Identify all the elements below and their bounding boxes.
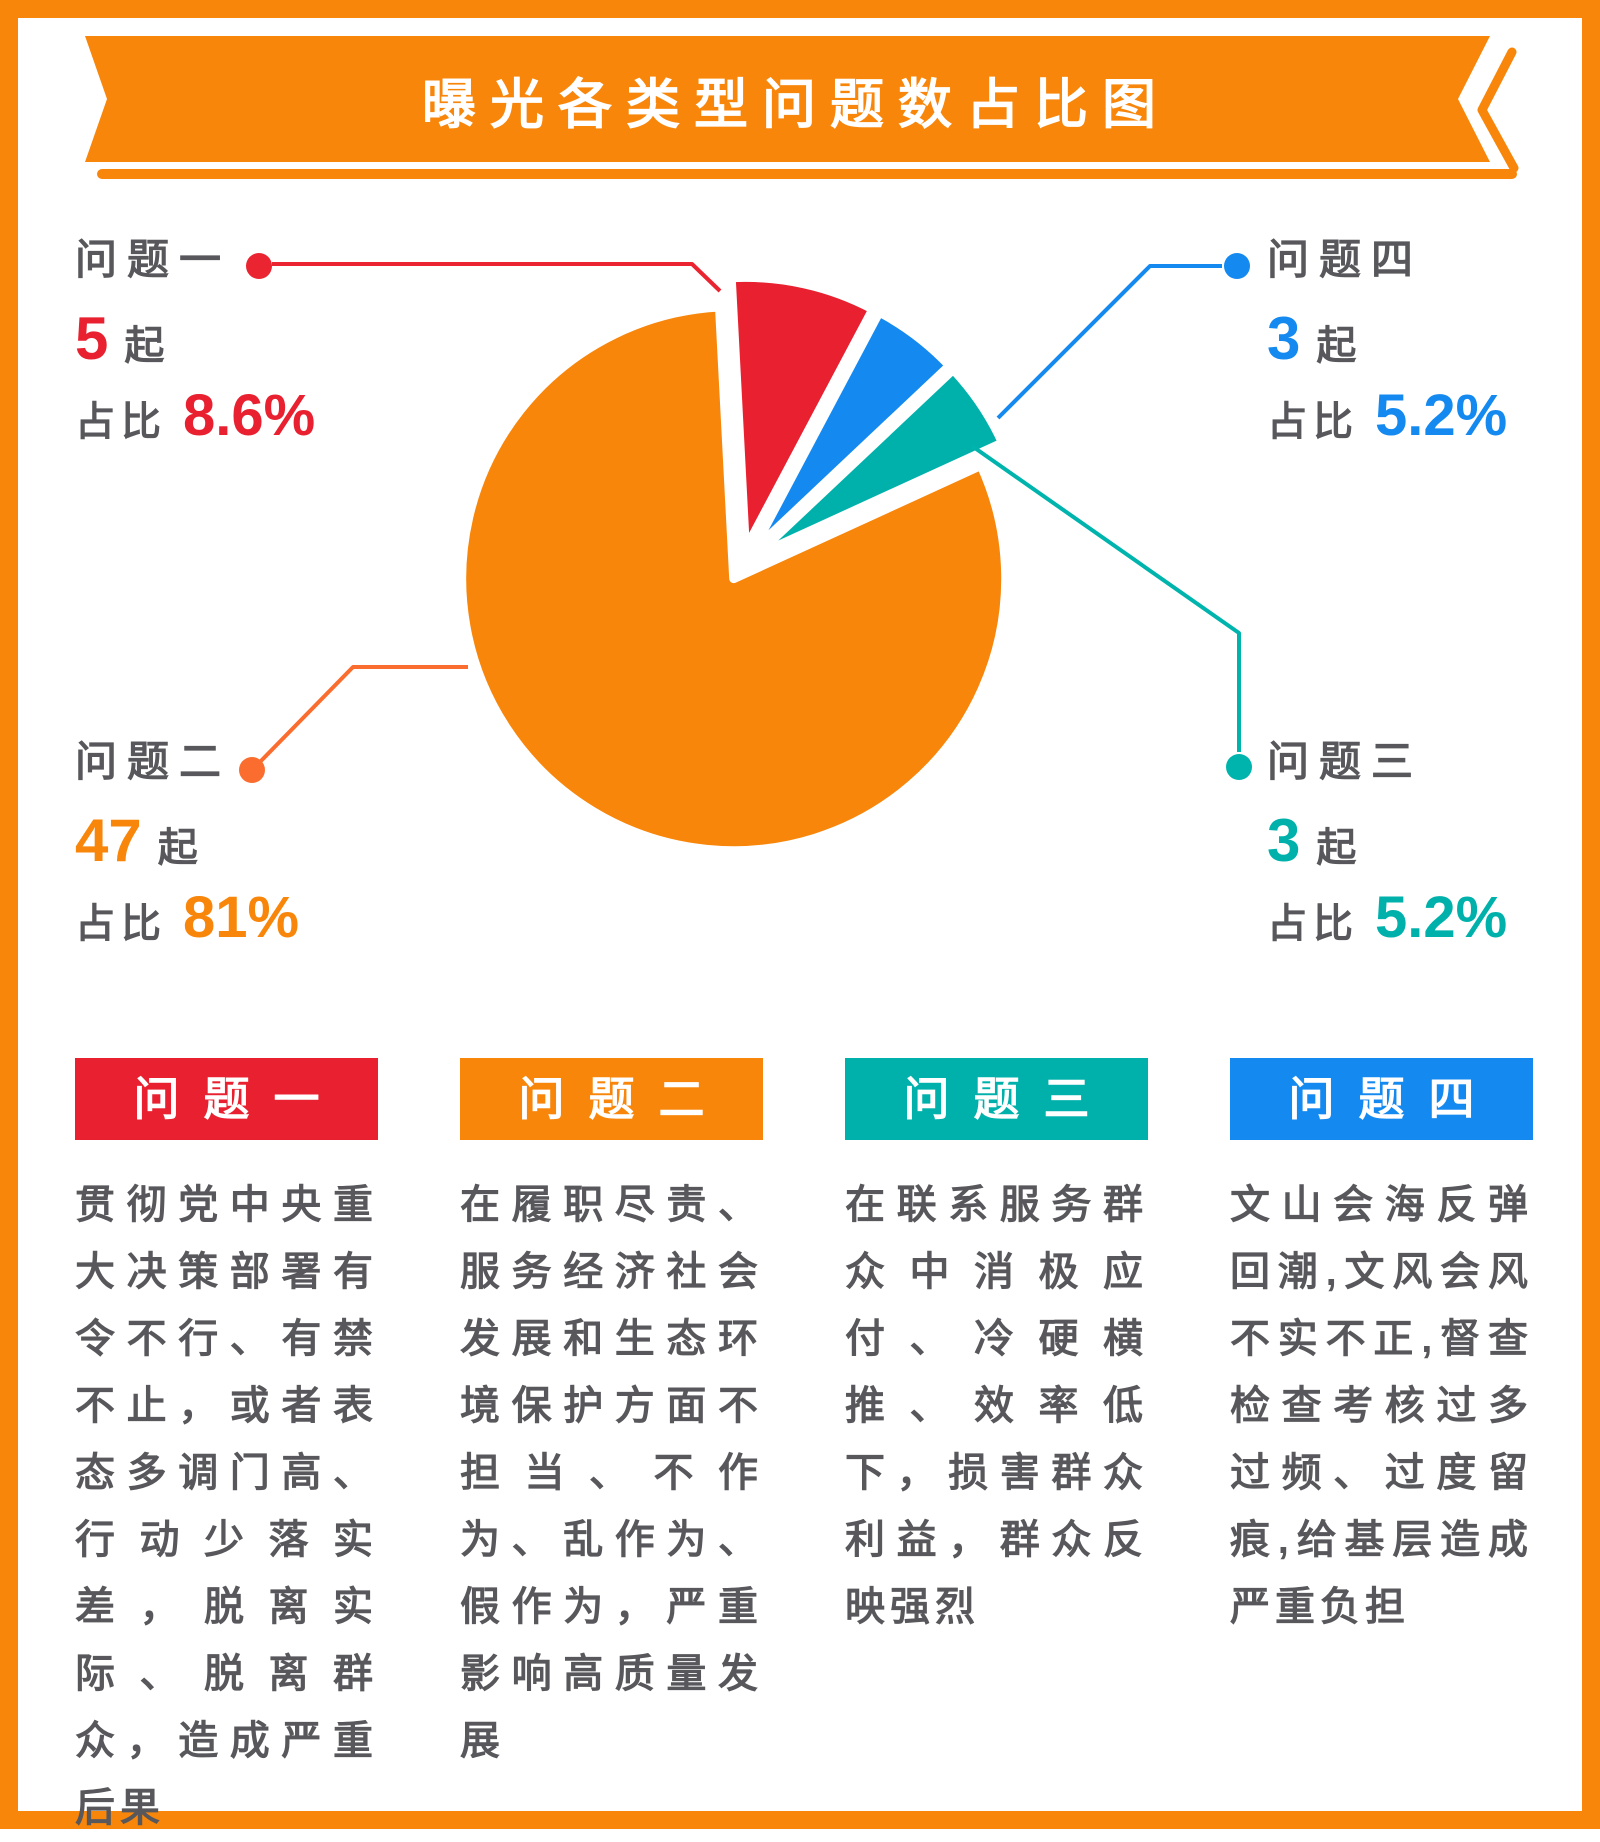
callout-unit: 起 bbox=[1316, 324, 1357, 368]
problem-card-4: 问题四 文山会海反弹回潮,文风会风不实不正,督查检查考核过多过频、过度留痕,给基… bbox=[1230, 1058, 1533, 1641]
card-body: 在履职尽责、服务经济社会发展和生态环境保护方面不担当、不作为、乱作为、假作为，严… bbox=[460, 1183, 763, 1763]
leader-line-4 bbox=[255, 665, 468, 767]
callout-title: 问题二 bbox=[75, 738, 232, 785]
callout-pct-prefix: 占比 bbox=[75, 400, 167, 444]
leader-line-3 bbox=[970, 444, 1241, 752]
callout-problem-2: 问题二 47 起 占比 81% bbox=[75, 738, 299, 949]
leader-dot-4 bbox=[239, 757, 265, 783]
callout-problem-3: 问题三 3 起 占比 5.2% bbox=[1267, 738, 1507, 949]
ribbon-fold-chevron bbox=[1477, 47, 1519, 173]
card-body: 文山会海反弹回潮,文风会风不实不正,督查检查考核过多过频、过度留痕,给基层造成严… bbox=[1230, 1183, 1533, 1629]
callout-pct-prefix: 占比 bbox=[75, 902, 167, 946]
callout-percent: 81% bbox=[183, 885, 300, 950]
callout-unit: 起 bbox=[157, 826, 198, 870]
pie-slice-问题三 bbox=[750, 364, 1008, 561]
problem-card-1: 问题一 贯彻党中央重大决策部署有令不行、有禁不止，或者表态多调门高、行动少落实差… bbox=[75, 1058, 378, 1842]
leader-dot-1 bbox=[246, 253, 272, 279]
pie-slice-问题二 bbox=[457, 302, 1011, 856]
card-body: 贯彻党中央重大决策部署有令不行、有禁不止，或者表态多调门高、行动少落实差，脱离实… bbox=[75, 1183, 378, 1830]
leader-dot-2 bbox=[1224, 253, 1250, 279]
card-body: 在联系服务群众中消极应付、冷硬横推、效率低下，损害群众利益，群众反映强烈 bbox=[845, 1183, 1148, 1629]
ribbon-shape bbox=[85, 36, 1519, 179]
pie-slice-问题四 bbox=[747, 307, 955, 557]
callout-problem-4: 问题四 3 起 占比 5.2% bbox=[1267, 236, 1507, 447]
page-title: 曝光各类型问题数占比图 bbox=[422, 74, 1170, 135]
card-header: 问题四 bbox=[1230, 1058, 1533, 1140]
callout-pct-prefix: 占比 bbox=[1267, 902, 1359, 946]
callout-count: 5 bbox=[75, 305, 109, 372]
callout-title: 问题三 bbox=[1267, 738, 1424, 785]
leader-line-2 bbox=[996, 264, 1222, 420]
callout-count: 3 bbox=[1267, 305, 1301, 372]
callout-percent: 5.2% bbox=[1375, 885, 1508, 950]
title-banner: 曝光各类型问题数占比图 bbox=[0, 0, 1600, 195]
leader-line-1 bbox=[272, 262, 722, 293]
callout-title: 问题四 bbox=[1267, 236, 1424, 283]
callout-problem-1: 问题一 5 起 占比 8.6% bbox=[75, 236, 315, 447]
callout-count: 47 bbox=[75, 807, 142, 874]
leader-dot-3 bbox=[1226, 754, 1252, 780]
callout-pct-prefix: 占比 bbox=[1267, 400, 1359, 444]
problem-card-3: 问题三 在联系服务群众中消极应付、冷硬横推、效率低下，损害群众利益，群众反映强烈 bbox=[845, 1058, 1148, 1641]
callout-unit: 起 bbox=[1316, 826, 1357, 870]
pie-slice-问题一 bbox=[726, 272, 878, 554]
card-header: 问题三 bbox=[845, 1058, 1148, 1140]
callout-percent: 8.6% bbox=[183, 383, 316, 448]
card-header: 问题一 bbox=[75, 1058, 378, 1140]
callout-percent: 5.2% bbox=[1375, 383, 1508, 448]
callout-title: 问题一 bbox=[75, 236, 232, 283]
callout-count: 3 bbox=[1267, 807, 1301, 874]
callout-unit: 起 bbox=[124, 324, 165, 368]
card-header: 问题二 bbox=[460, 1058, 763, 1140]
problem-card-2: 问题二 在履职尽责、服务经济社会发展和生态环境保护方面不担当、不作为、乱作为、假… bbox=[460, 1058, 763, 1775]
